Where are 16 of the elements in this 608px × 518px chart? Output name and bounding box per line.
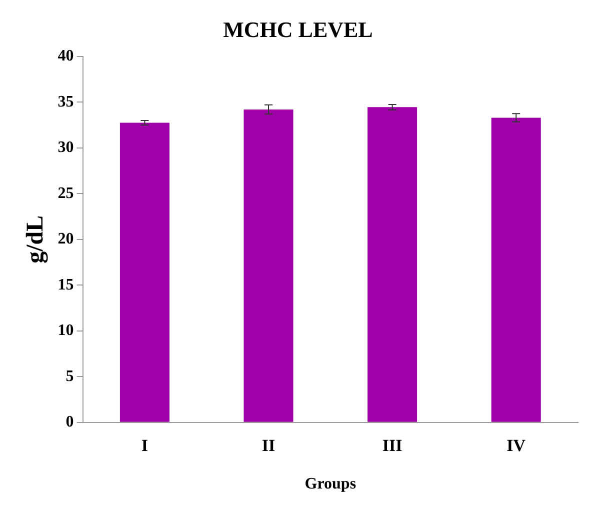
y-tick-label: 25 <box>58 184 74 202</box>
y-tick-label: 35 <box>58 93 74 110</box>
y-tick-label: 5 <box>66 368 74 385</box>
y-tick-label: 20 <box>58 230 74 248</box>
x-tick-label: I <box>141 436 148 455</box>
y-tick-label: 40 <box>58 48 74 65</box>
x-tick-label: IV <box>506 436 526 455</box>
y-axis-title: g/dL <box>22 215 49 264</box>
x-tick-label: II <box>262 436 276 455</box>
chart-title: MCHC LEVEL <box>223 16 373 42</box>
y-tick-label: 0 <box>66 414 74 431</box>
x-tick-label: III <box>382 436 403 455</box>
y-tick-label: 10 <box>58 322 74 340</box>
x-axis-title: Groups <box>304 476 356 493</box>
y-tick-label: 30 <box>58 139 74 156</box>
y-tick-label: 15 <box>58 276 74 294</box>
